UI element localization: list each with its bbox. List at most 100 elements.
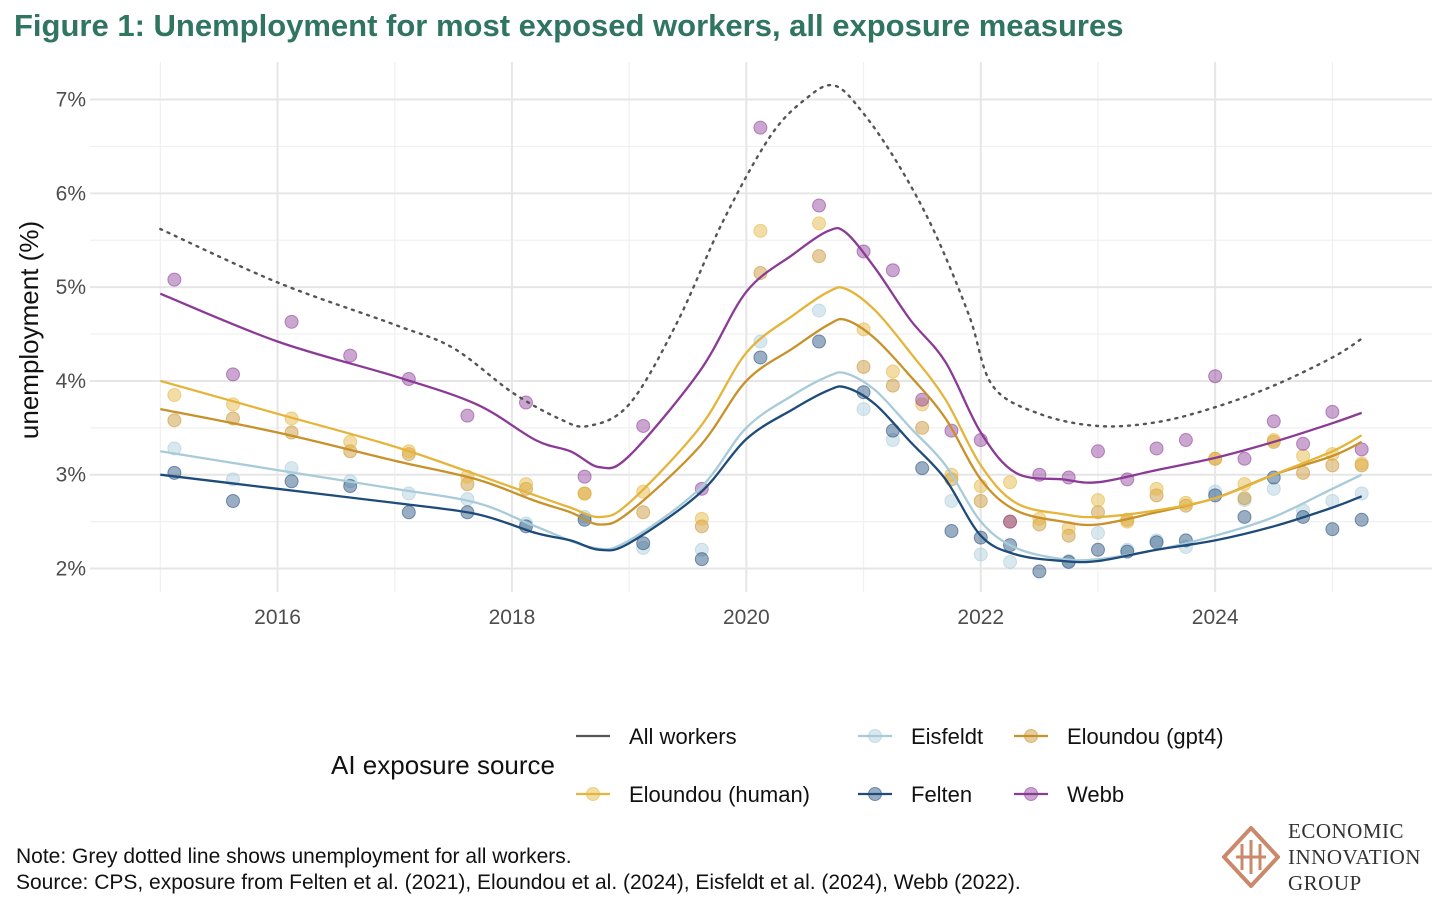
legend: AI exposure source All workers Eisfeldt El… — [331, 724, 1224, 807]
series-points — [167, 120, 1369, 579]
legend-label: Eloundou (gpt4) — [1067, 724, 1224, 749]
y-tick-label: 7% — [56, 89, 86, 112]
legend-title: AI exposure source — [331, 750, 555, 780]
point-webb — [1149, 441, 1164, 456]
figure-title: Figure 1: Unemployment for most exposed … — [14, 8, 1124, 43]
point-felten — [1090, 542, 1105, 557]
point-webb — [284, 314, 299, 329]
point-eloundou-gpt4 — [167, 413, 182, 428]
logo-line-3: GROUP — [1288, 871, 1362, 895]
point-eisfeldt — [167, 441, 182, 456]
y-tick-label: 4% — [56, 370, 86, 393]
x-tick-label: 2016 — [254, 606, 301, 629]
point-eloundou-gpt4 — [915, 420, 930, 435]
point-eloundou-human — [1149, 481, 1164, 496]
series-lines — [159, 83, 1363, 564]
point-eloundou-human — [577, 486, 592, 501]
diamond-logo-icon — [1222, 826, 1280, 888]
y-tick-label: 5% — [56, 276, 86, 299]
x-tick-label: 2018 — [489, 606, 536, 629]
point-eloundou-gpt4 — [694, 519, 709, 534]
legend-label: All workers — [629, 724, 737, 749]
logo-line-1: ECONOMIC — [1288, 819, 1405, 843]
legend-label: Eloundou (human) — [629, 782, 810, 807]
point-webb — [636, 418, 651, 433]
line-all-workers — [159, 83, 1363, 428]
point-eloundou-gpt4 — [885, 378, 900, 393]
point-felten — [284, 474, 299, 489]
point-webb — [577, 469, 592, 484]
point-webb — [694, 481, 709, 496]
point-eisfeldt — [1090, 525, 1105, 540]
point-webb — [460, 408, 475, 423]
point-eloundou-human — [1090, 493, 1105, 508]
point-eloundou-gpt4 — [1325, 458, 1340, 473]
legend-item-all-workers: All workers — [576, 724, 737, 749]
legend-item-eloundou-gpt4: Eloundou (gpt4) — [1014, 724, 1224, 749]
legend-item-webb: Webb — [1014, 782, 1124, 807]
x-tick-label: 2020 — [723, 606, 770, 629]
point-eisfeldt — [973, 547, 988, 562]
point-webb — [167, 272, 182, 287]
point-felten — [1032, 564, 1047, 579]
x-tick-label: 2024 — [1192, 606, 1239, 629]
chart-area: 2% 3% 4% 5% 6% 7% 2016 2018 2020 2022 2024 unempl… — [14, 62, 1432, 807]
logo-line-2: INNOVATION — [1288, 845, 1421, 869]
point-felten — [1325, 522, 1340, 537]
point-felten — [812, 334, 827, 349]
note-text: Note: Grey dotted line shows unemploymen… — [16, 845, 572, 868]
point-eisfeldt — [1266, 481, 1281, 496]
point-eloundou-gpt4 — [1296, 465, 1311, 480]
point-eloundou-gpt4 — [856, 359, 871, 374]
line-eloundou-human — [159, 286, 1363, 519]
point-webb — [1208, 369, 1223, 384]
legend-label: Felten — [911, 782, 972, 807]
line-felten — [160, 385, 1363, 564]
x-axis-ticks: 2016 2018 2020 2022 2024 — [254, 606, 1239, 629]
point-webb — [1266, 414, 1281, 429]
y-tick-label: 2% — [56, 558, 86, 581]
point-eisfeldt — [636, 540, 651, 555]
y-axis-ticks: 2% 3% 4% 5% 6% 7% — [56, 89, 86, 581]
source-text: Source: CPS, exposure from Felten et al.… — [16, 871, 1021, 894]
point-felten — [753, 350, 768, 365]
point-webb — [1296, 436, 1311, 451]
point-eloundou-human — [753, 223, 768, 238]
point-felten — [944, 524, 959, 539]
point-felten — [1354, 512, 1369, 527]
point-webb — [1237, 451, 1252, 466]
point-eloundou-gpt4 — [1061, 528, 1076, 543]
legend-label: Webb — [1067, 782, 1124, 807]
legend-item-eloundou-human: Eloundou (human) — [576, 782, 810, 807]
point-webb — [1178, 433, 1193, 448]
point-eloundou-human — [343, 434, 358, 449]
point-eisfeldt — [753, 334, 768, 349]
point-eloundou-gpt4 — [812, 249, 827, 264]
point-felten — [1237, 509, 1252, 524]
point-felten — [401, 505, 416, 520]
line-eloundou-gpt4 — [160, 317, 1363, 527]
point-eloundou-human — [915, 397, 930, 412]
point-webb — [915, 392, 930, 407]
legend-item-eisfeldt: Eisfeldt — [858, 724, 983, 749]
y-tick-label: 3% — [56, 464, 86, 487]
point-webb — [1090, 444, 1105, 459]
legend-label: Eisfeldt — [911, 724, 983, 749]
y-axis-label: unemployment (%) — [14, 221, 44, 439]
point-eisfeldt — [856, 402, 871, 417]
point-eloundou-human — [636, 484, 651, 499]
point-felten — [225, 494, 240, 509]
point-eloundou-human — [167, 388, 182, 403]
legend-key-point — [1024, 787, 1038, 801]
point-eloundou-human — [519, 477, 534, 492]
grid-major — [90, 62, 1432, 592]
point-felten — [915, 461, 930, 476]
point-felten — [973, 530, 988, 545]
point-webb — [885, 263, 900, 278]
point-webb — [753, 120, 768, 135]
point-eloundou-human — [1003, 475, 1018, 490]
point-eloundou-human — [812, 216, 827, 231]
point-eloundou-gpt4 — [1237, 491, 1252, 506]
line-webb — [159, 226, 1363, 484]
point-eisfeldt — [401, 486, 416, 501]
